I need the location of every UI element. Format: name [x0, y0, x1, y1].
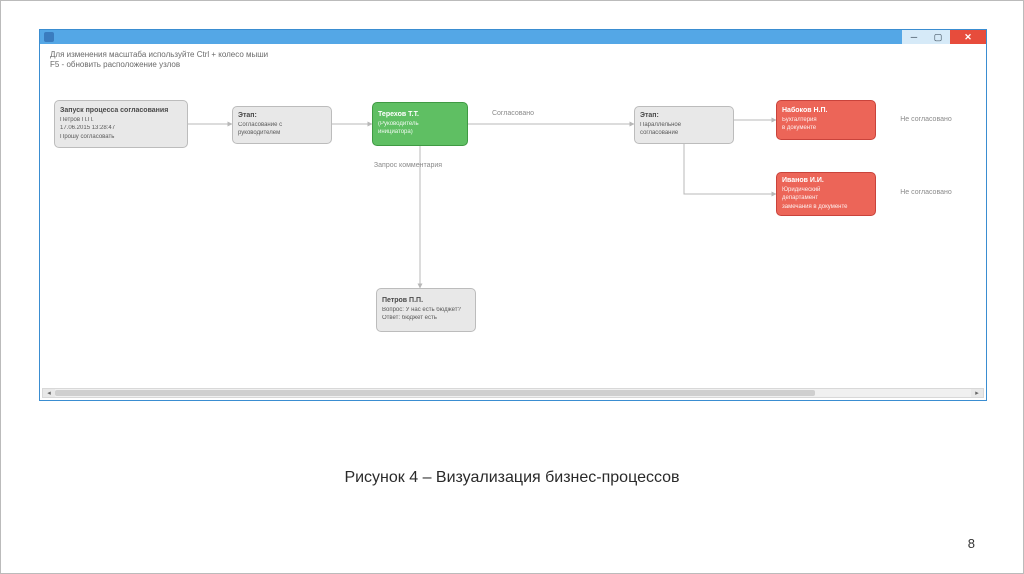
flowchart-edges — [40, 44, 986, 400]
node-subtext: Прошу согласовать — [60, 134, 182, 142]
scroll-right-arrow[interactable]: ▸ — [971, 389, 983, 397]
close-button[interactable]: ✕ — [950, 30, 986, 44]
app-icon — [44, 32, 54, 42]
flowchart-canvas[interactable]: Запуск процесса согласованияПетров П.П.1… — [40, 44, 986, 400]
flowchart-node-petrov[interactable]: Петров П.П.Вопрос: У нас есть бюджет?Отв… — [376, 288, 476, 332]
flowchart-node-nabokov[interactable]: Набоков Н.П.Бухгалтерияв документе — [776, 100, 876, 140]
scroll-thumb[interactable] — [55, 390, 815, 396]
scroll-left-arrow[interactable]: ◂ — [43, 389, 55, 397]
node-title: Петров П.П. — [382, 297, 470, 306]
node-subtext: (Руководитель — [378, 121, 462, 129]
node-subtext: руководителем — [238, 130, 326, 138]
node-subtext: в документе — [782, 125, 870, 133]
flowchart-node-start[interactable]: Запуск процесса согласованияПетров П.П.1… — [54, 100, 188, 148]
figure-caption: Рисунок 4 – Визуализация бизнес-процессо… — [1, 469, 1023, 487]
node-subtext: Бухгалтерия — [782, 117, 870, 125]
flowchart-node-stage1[interactable]: Этап:Согласование сруководителем — [232, 106, 332, 144]
window-content: Для изменения масштаба используйте Ctrl … — [39, 44, 987, 401]
node-title: Этап: — [238, 112, 326, 121]
flowchart-node-terekhov[interactable]: Терехов Т.Т.(Руководительинициатора) — [372, 102, 468, 146]
node-subtext: замечания в документе — [782, 204, 870, 212]
node-subtext: Ответ: бюджет есть — [382, 315, 470, 323]
node-title: Набоков Н.П. — [782, 107, 870, 116]
edge-label: Не согласовано — [886, 116, 966, 123]
flowchart-node-stage2[interactable]: Этап:Параллельноесогласование — [634, 106, 734, 144]
node-title: Этап: — [640, 112, 728, 121]
minimize-button[interactable]: ─ — [902, 30, 926, 44]
node-subtext: инициатора) — [378, 129, 462, 137]
node-subtext: согласование — [640, 130, 728, 138]
node-subtext: департамент — [782, 195, 870, 203]
window-titlebar: ─ ▢ ✕ — [39, 29, 987, 44]
node-title: Запуск процесса согласования — [60, 107, 182, 116]
node-subtext: 17.06.2015 13:28:47 — [60, 125, 182, 133]
node-subtext: Петров П.П. — [60, 117, 182, 125]
edge-label: Запрос комментария — [372, 162, 444, 169]
node-subtext: Согласование с — [238, 122, 326, 130]
node-subtext: Вопрос: У нас есть бюджет? — [382, 307, 470, 315]
app-window: ─ ▢ ✕ Для изменения масштаба используйте… — [39, 29, 987, 401]
node-subtext: Юридический — [782, 187, 870, 195]
edge-label: Не согласовано — [886, 189, 966, 196]
page-number: 8 — [968, 536, 975, 551]
node-title: Терехов Т.Т. — [378, 111, 462, 120]
node-subtext: Параллельное — [640, 122, 728, 130]
document-page: ─ ▢ ✕ Для изменения масштаба используйте… — [0, 0, 1024, 574]
maximize-button[interactable]: ▢ — [926, 30, 950, 44]
horizontal-scrollbar[interactable]: ◂ ▸ — [42, 388, 984, 398]
flowchart-node-ivanov[interactable]: Иванов И.И.Юридическийдепартаментзамечан… — [776, 172, 876, 216]
node-title: Иванов И.И. — [782, 177, 870, 186]
edge-label: Согласовано — [478, 110, 548, 117]
